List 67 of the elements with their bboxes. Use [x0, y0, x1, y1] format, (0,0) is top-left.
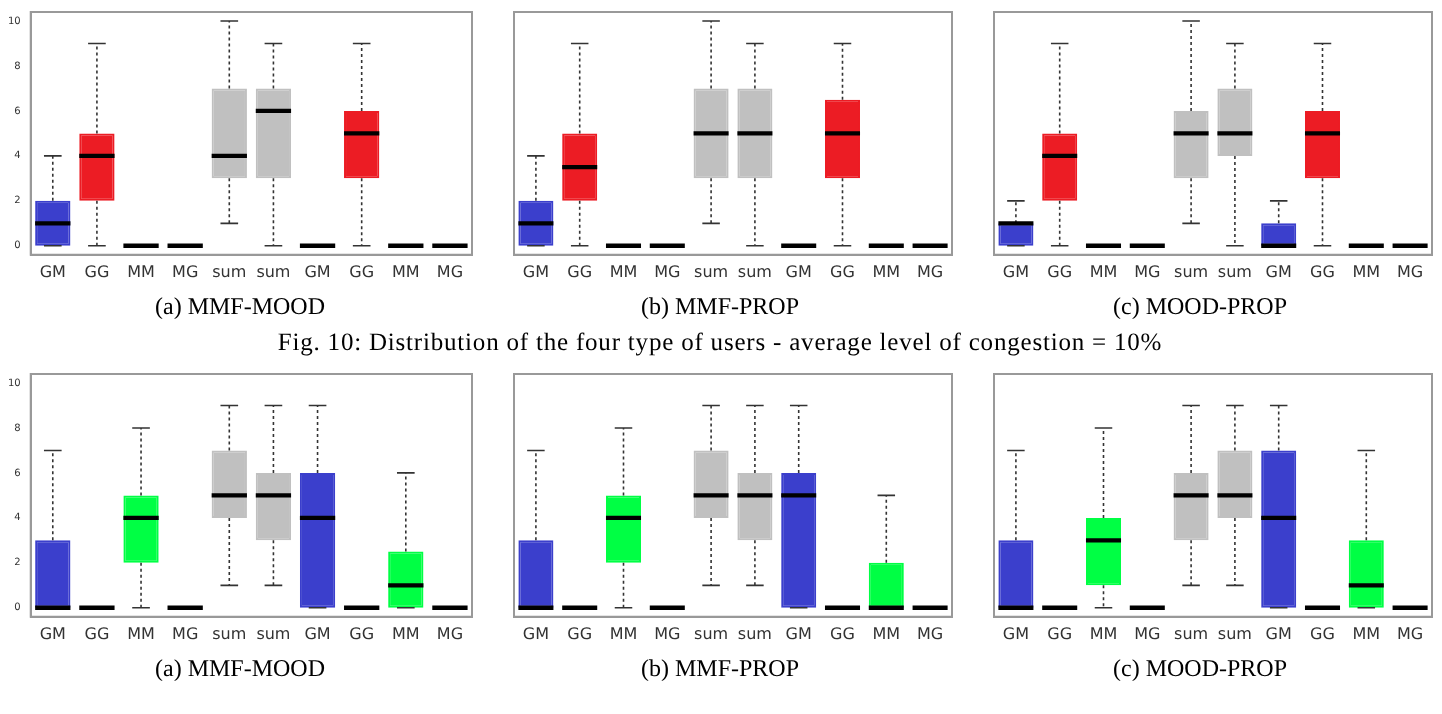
- x-tick-label: MG: [172, 262, 199, 281]
- x-axis-title: (b) MMF-PROP: [638, 290, 802, 322]
- x-tick-label: GM: [39, 624, 67, 643]
- x-tick-label: GG: [567, 624, 593, 643]
- x-tick-label: GG: [1047, 624, 1073, 643]
- x-tick-label: GM: [522, 624, 550, 643]
- x-tick-label: MG: [654, 624, 681, 643]
- x-tick-label: sum: [1174, 262, 1209, 281]
- x-tick-label: MG: [436, 624, 464, 643]
- x-tick-label: MM: [1089, 262, 1118, 281]
- x-tick-label: GG: [84, 624, 110, 643]
- x-tick-label: sum: [256, 262, 291, 281]
- x-tick-label: sum: [737, 262, 773, 281]
- x-tick-label: MM: [392, 624, 420, 643]
- x-tick-label: MM: [127, 624, 156, 643]
- x-tick-label: GM: [1002, 624, 1030, 643]
- x-tick-label: sum: [1217, 262, 1253, 281]
- x-tick-label: MG: [1134, 624, 1161, 643]
- x-tick-label: GM: [304, 624, 331, 643]
- x-tick-label: MM: [609, 624, 638, 643]
- x-tick-label: MG: [1134, 262, 1161, 281]
- x-tick-label: MG: [436, 262, 464, 281]
- x-tick-label: MG: [1396, 624, 1424, 643]
- x-axis-title: (b) MMF-PROP: [638, 652, 802, 684]
- x-tick-label: GM: [1265, 262, 1292, 281]
- x-tick-label: MM: [1352, 262, 1381, 281]
- x-tick-label: GG: [349, 624, 375, 643]
- x-tick-label: GG: [1310, 624, 1335, 643]
- x-tick-label: sum: [694, 624, 729, 643]
- x-axis-title: (c) MOOD-PROP: [1111, 652, 1289, 684]
- x-tick-label: sum: [737, 624, 773, 643]
- x-tick-label: MG: [916, 624, 944, 643]
- x-tick-label: MM: [872, 262, 901, 281]
- x-tick-label: GM: [304, 262, 331, 281]
- x-tick-label: MG: [172, 624, 199, 643]
- x-tick-label: sum: [212, 262, 247, 281]
- x-tick-label: MG: [654, 262, 681, 281]
- x-tick-label: sum: [256, 624, 291, 643]
- x-axis-title: (a) MMF-MOOD: [153, 652, 327, 684]
- x-tick-label: GG: [1047, 262, 1073, 281]
- x-tick-label: MM: [609, 262, 638, 281]
- x-tick-label: MM: [127, 262, 156, 281]
- x-tick-label: GG: [84, 262, 110, 281]
- x-tick-label: sum: [212, 624, 247, 643]
- x-tick-label: sum: [694, 262, 729, 281]
- x-axis-title: (c) MOOD-PROP: [1111, 290, 1289, 322]
- x-tick-label: GM: [39, 262, 67, 281]
- x-tick-label: GG: [567, 262, 593, 281]
- x-tick-label: GG: [830, 262, 855, 281]
- x-tick-label: sum: [1174, 624, 1209, 643]
- x-tick-label: MM: [1352, 624, 1381, 643]
- x-tick-label: sum: [1217, 624, 1253, 643]
- x-tick-label: GM: [785, 262, 812, 281]
- x-tick-label: GM: [1002, 262, 1030, 281]
- x-tick-label: GG: [1310, 262, 1335, 281]
- x-axis-title: (a) MMF-MOOD: [153, 290, 327, 322]
- x-tick-label: MG: [916, 262, 944, 281]
- x-tick-label: GM: [785, 624, 812, 643]
- x-tick-label: MG: [1396, 262, 1424, 281]
- x-tick-label: MM: [872, 624, 901, 643]
- x-tick-label: GG: [349, 262, 375, 281]
- caption: Fig. 10: Distribution of the four type of users - average level of congestion = 10%: [275, 326, 1165, 360]
- x-tick-label: MM: [1089, 624, 1118, 643]
- x-tick-label: GM: [1265, 624, 1292, 643]
- x-tick-label: MM: [392, 262, 420, 281]
- x-tick-label: GM: [522, 262, 550, 281]
- x-tick-label: GG: [830, 624, 855, 643]
